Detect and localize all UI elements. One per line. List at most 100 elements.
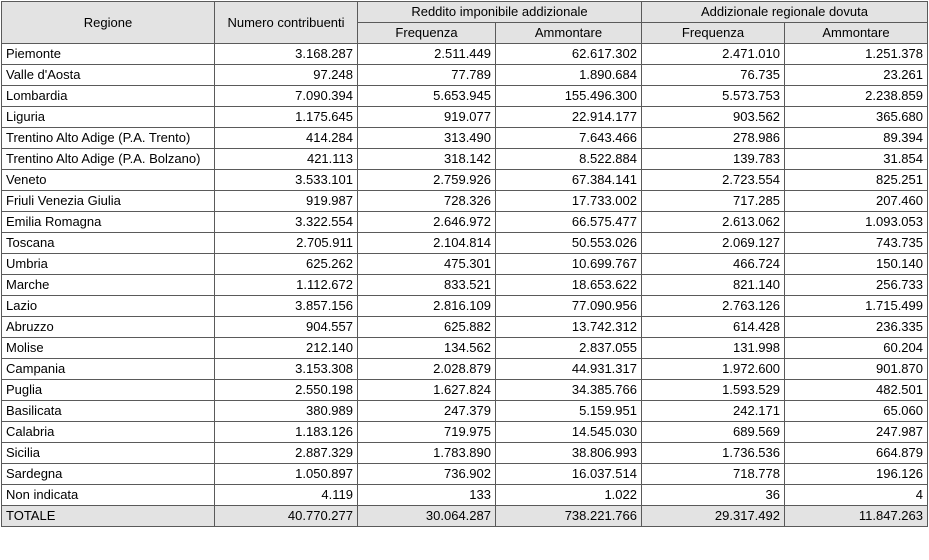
table-row: Calabria 1.183.126 719.975 14.545.030 68… [1, 421, 928, 443]
cell-frequenza-addizionale: 821.140 [641, 274, 785, 296]
header-addizionale-dovuta: Addizionale regionale dovuta [641, 1, 928, 23]
cell-frequenza-addizionale: 718.778 [641, 463, 785, 485]
total-frequenza-reddito: 30.064.287 [357, 505, 496, 527]
cell-frequenza-addizionale: 242.171 [641, 400, 785, 422]
cell-ammontare-addizionale: 60.204 [784, 337, 928, 359]
cell-regione: Trentino Alto Adige (P.A. Bolzano) [1, 148, 215, 170]
cell-frequenza-addizionale: 36 [641, 484, 785, 506]
cell-frequenza-addizionale: 466.724 [641, 253, 785, 275]
cell-ammontare-addizionale: 2.238.859 [784, 85, 928, 107]
table-row: Sicilia 2.887.329 1.783.890 38.806.993 1… [1, 442, 928, 464]
cell-contribuenti: 625.262 [214, 253, 358, 275]
cell-regione: Sicilia [1, 442, 215, 464]
cell-regione: Emilia Romagna [1, 211, 215, 233]
total-contribuenti: 40.770.277 [214, 505, 358, 527]
cell-ammontare-reddito: 22.914.177 [495, 106, 642, 128]
cell-ammontare-reddito: 14.545.030 [495, 421, 642, 443]
cell-frequenza-addizionale: 2.069.127 [641, 232, 785, 254]
cell-contribuenti: 212.140 [214, 337, 358, 359]
cell-regione: Calabria [1, 421, 215, 443]
cell-frequenza-addizionale: 2.763.126 [641, 295, 785, 317]
cell-regione: Basilicata [1, 400, 215, 422]
header-regione: Regione [1, 1, 215, 44]
cell-frequenza-addizionale: 1.593.529 [641, 379, 785, 401]
cell-frequenza-reddito: 134.562 [357, 337, 496, 359]
cell-ammontare-addizionale: 743.735 [784, 232, 928, 254]
cell-ammontare-reddito: 17.733.002 [495, 190, 642, 212]
cell-frequenza-reddito: 736.902 [357, 463, 496, 485]
cell-contribuenti: 919.987 [214, 190, 358, 212]
header-numero-contribuenti: Numero contribuenti [214, 1, 358, 44]
cell-frequenza-reddito: 77.789 [357, 64, 496, 86]
cell-contribuenti: 3.322.554 [214, 211, 358, 233]
cell-frequenza-reddito: 2.646.972 [357, 211, 496, 233]
cell-frequenza-reddito: 2.511.449 [357, 43, 496, 65]
cell-ammontare-reddito: 1.022 [495, 484, 642, 506]
cell-ammontare-reddito: 18.653.622 [495, 274, 642, 296]
cell-frequenza-addizionale: 717.285 [641, 190, 785, 212]
cell-regione: Molise [1, 337, 215, 359]
cell-ammontare-reddito: 5.159.951 [495, 400, 642, 422]
table-row: Liguria 1.175.645 919.077 22.914.177 903… [1, 106, 928, 128]
cell-ammontare-reddito: 77.090.956 [495, 295, 642, 317]
cell-regione: Trentino Alto Adige (P.A. Trento) [1, 127, 215, 149]
cell-regione: Campania [1, 358, 215, 380]
table-row: Umbria 625.262 475.301 10.699.767 466.72… [1, 253, 928, 275]
table-row: Abruzzo 904.557 625.882 13.742.312 614.4… [1, 316, 928, 338]
cell-ammontare-addizionale: 247.987 [784, 421, 928, 443]
regional-tax-table: Regione Numero contribuenti Reddito impo… [1, 1, 928, 527]
cell-contribuenti: 904.557 [214, 316, 358, 338]
cell-contribuenti: 1.112.672 [214, 274, 358, 296]
table-row: Lazio 3.857.156 2.816.109 77.090.956 2.7… [1, 295, 928, 317]
cell-ammontare-addizionale: 482.501 [784, 379, 928, 401]
cell-frequenza-addizionale: 278.986 [641, 127, 785, 149]
cell-contribuenti: 97.248 [214, 64, 358, 86]
cell-ammontare-addizionale: 4 [784, 484, 928, 506]
cell-regione: Friuli Venezia Giulia [1, 190, 215, 212]
cell-ammontare-reddito: 50.553.026 [495, 232, 642, 254]
cell-ammontare-reddito: 8.522.884 [495, 148, 642, 170]
cell-contribuenti: 421.113 [214, 148, 358, 170]
table-row: Piemonte 3.168.287 2.511.449 62.617.302 … [1, 43, 928, 65]
cell-frequenza-reddito: 719.975 [357, 421, 496, 443]
cell-frequenza-addizionale: 139.783 [641, 148, 785, 170]
header-row-top: Regione Numero contribuenti Reddito impo… [1, 1, 928, 44]
table-row: Trentino Alto Adige (P.A. Bolzano) 421.1… [1, 148, 928, 170]
cell-contribuenti: 2.550.198 [214, 379, 358, 401]
table-row: Valle d'Aosta 97.248 77.789 1.890.684 76… [1, 64, 928, 86]
cell-frequenza-reddito: 5.653.945 [357, 85, 496, 107]
cell-ammontare-addizionale: 901.870 [784, 358, 928, 380]
cell-ammontare-reddito: 66.575.477 [495, 211, 642, 233]
cell-frequenza-addizionale: 903.562 [641, 106, 785, 128]
cell-ammontare-addizionale: 89.394 [784, 127, 928, 149]
cell-frequenza-reddito: 318.142 [357, 148, 496, 170]
cell-ammontare-reddito: 10.699.767 [495, 253, 642, 275]
cell-frequenza-reddito: 1.627.824 [357, 379, 496, 401]
cell-frequenza-addizionale: 689.569 [641, 421, 785, 443]
cell-contribuenti: 4.119 [214, 484, 358, 506]
cell-regione: Piemonte [1, 43, 215, 65]
cell-contribuenti: 2.887.329 [214, 442, 358, 464]
cell-frequenza-addizionale: 1.736.536 [641, 442, 785, 464]
cell-ammontare-reddito: 62.617.302 [495, 43, 642, 65]
cell-ammontare-addizionale: 23.261 [784, 64, 928, 86]
cell-frequenza-reddito: 2.104.814 [357, 232, 496, 254]
cell-ammontare-reddito: 34.385.766 [495, 379, 642, 401]
cell-frequenza-reddito: 1.783.890 [357, 442, 496, 464]
table-row: Campania 3.153.308 2.028.879 44.931.317 … [1, 358, 928, 380]
total-ammontare-reddito: 738.221.766 [495, 505, 642, 527]
total-row: TOTALE 40.770.277 30.064.287 738.221.766… [1, 505, 928, 527]
cell-contribuenti: 1.050.897 [214, 463, 358, 485]
header-frequenza-2: Frequenza [641, 22, 785, 44]
cell-contribuenti: 1.175.645 [214, 106, 358, 128]
cell-contribuenti: 3.857.156 [214, 295, 358, 317]
cell-ammontare-reddito: 7.643.466 [495, 127, 642, 149]
cell-ammontare-addizionale: 31.854 [784, 148, 928, 170]
cell-regione: Lombardia [1, 85, 215, 107]
table-row: Friuli Venezia Giulia 919.987 728.326 17… [1, 190, 928, 212]
cell-ammontare-addizionale: 365.680 [784, 106, 928, 128]
cell-regione: Valle d'Aosta [1, 64, 215, 86]
table-row: Molise 212.140 134.562 2.837.055 131.998… [1, 337, 928, 359]
table-row: Toscana 2.705.911 2.104.814 50.553.026 2… [1, 232, 928, 254]
cell-regione: Liguria [1, 106, 215, 128]
